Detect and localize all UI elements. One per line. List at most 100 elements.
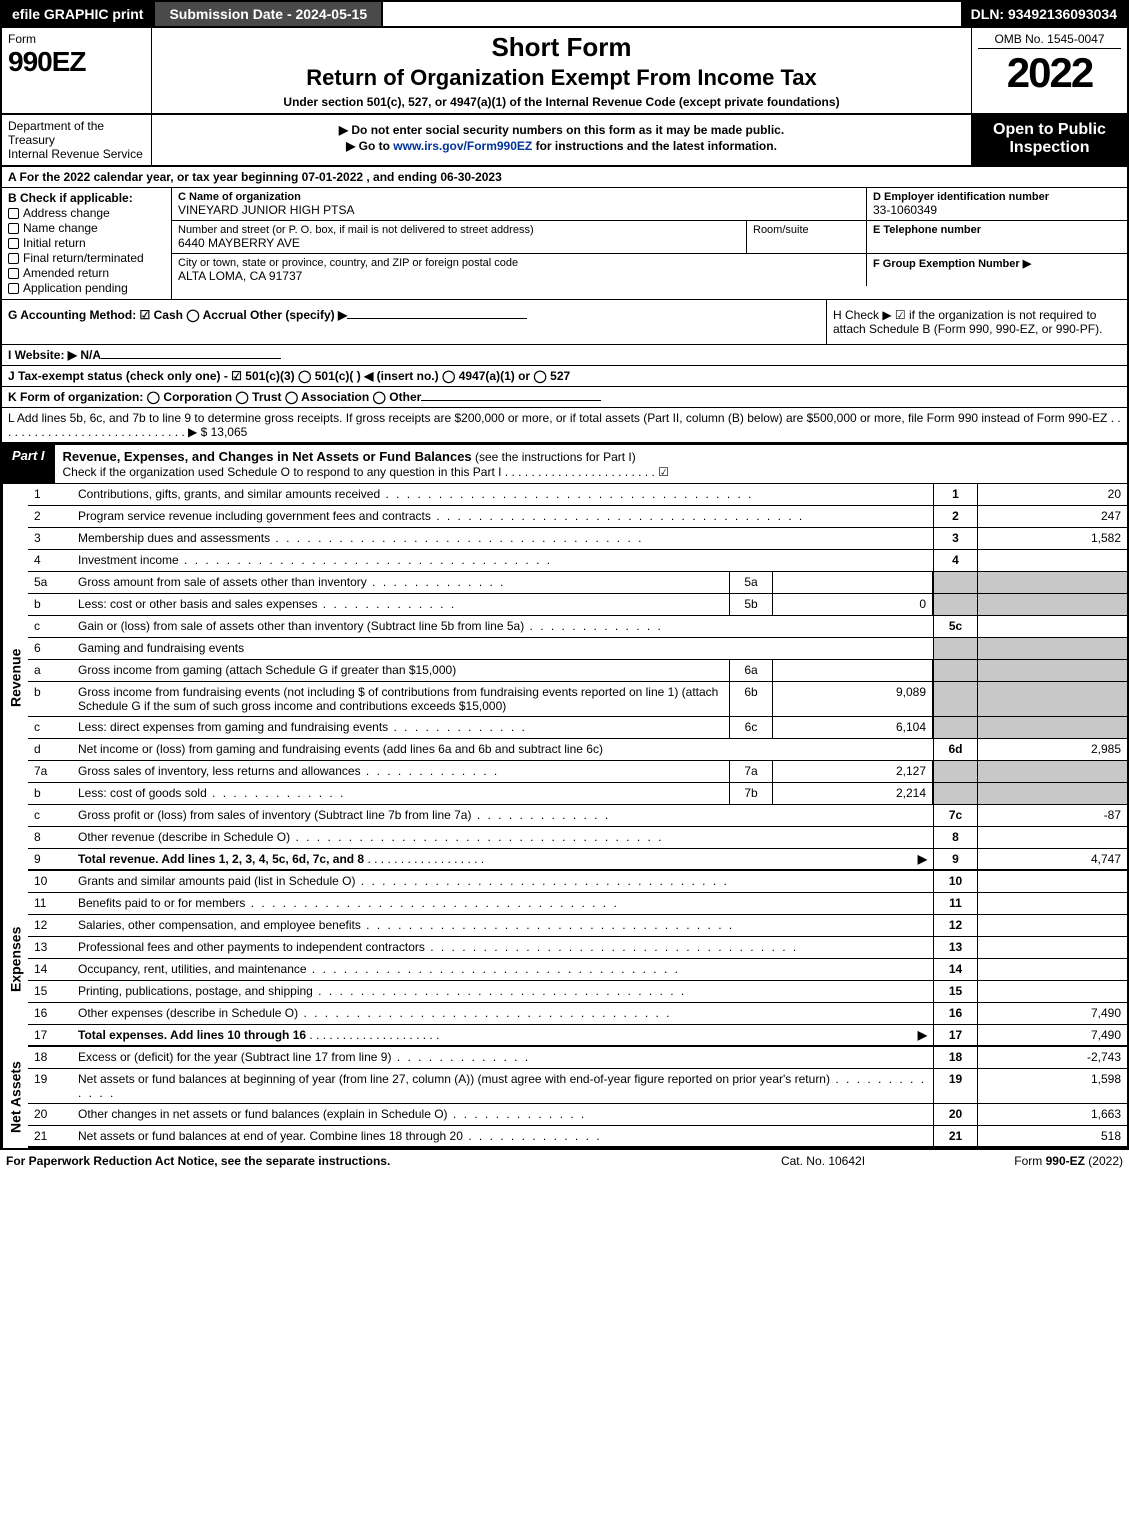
line-7a: 7a Gross sales of inventory, less return… — [28, 761, 1127, 783]
line-21: 21 Net assets or fund balances at end of… — [28, 1126, 1127, 1148]
cell-street: Number and street (or P. O. box, if mail… — [172, 221, 747, 253]
form-container: efile GRAPHIC print Submission Date - 20… — [0, 0, 1129, 1150]
cell-h: H Check ▶ ☑ if the organization is not r… — [827, 300, 1127, 344]
line-17: 17 Total expenses. Add lines 10 through … — [28, 1025, 1127, 1047]
line-1: 1 Contributions, gifts, grants, and simi… — [28, 484, 1127, 506]
street: 6440 MAYBERRY AVE — [178, 236, 740, 250]
line-7b: b Less: cost of goods sold 7b 2,214 — [28, 783, 1127, 805]
line-6d: d Net income or (loss) from gaming and f… — [28, 739, 1127, 761]
line-20: 20 Other changes in net assets or fund b… — [28, 1104, 1127, 1126]
row-j: J Tax-exempt status (check only one) - ☑… — [2, 366, 1127, 387]
revenue-lines: 1 Contributions, gifts, grants, and simi… — [28, 484, 1127, 871]
cell-city: City or town, state or province, country… — [172, 254, 867, 286]
footer-left: For Paperwork Reduction Act Notice, see … — [6, 1154, 723, 1168]
dln-label: DLN: 93492136093034 — [961, 2, 1127, 26]
dept-label: Department of the Treasury — [8, 119, 145, 147]
line-19: 19 Net assets or fund balances at beginn… — [28, 1069, 1127, 1104]
open-public-box: Open to Public Inspection — [972, 115, 1127, 165]
col-cde: C Name of organization VINEYARD JUNIOR H… — [172, 188, 1127, 299]
title-box: Short Form Return of Organization Exempt… — [152, 28, 972, 113]
cell-g: G Accounting Method: ☑ Cash ◯ Accrual Ot… — [2, 300, 827, 344]
line-3: 3 Membership dues and assessments 3 1,58… — [28, 528, 1127, 550]
chk-initial[interactable]: Initial return — [8, 236, 165, 250]
line-13: 13 Professional fees and other payments … — [28, 937, 1127, 959]
form-990ez: 990EZ — [8, 46, 145, 78]
line-6: 6 Gaming and fundraising events — [28, 638, 1127, 660]
form-label: Form — [8, 32, 145, 46]
revenue-side-label: Revenue — [2, 484, 28, 871]
tax-year: 2022 — [978, 49, 1121, 97]
chk-final[interactable]: Final return/terminated — [8, 251, 165, 265]
footer-mid: Cat. No. 10642I — [723, 1154, 923, 1168]
line-5a: 5a Gross amount from sale of assets othe… — [28, 572, 1127, 594]
org-name: VINEYARD JUNIOR HIGH PTSA — [178, 203, 860, 217]
line-6c: c Less: direct expenses from gaming and … — [28, 717, 1127, 739]
efile-label: efile GRAPHIC print — [2, 2, 153, 26]
row-l: L Add lines 5b, 6c, and 7b to line 9 to … — [2, 408, 1127, 444]
irs-label: Internal Revenue Service — [8, 147, 145, 161]
line-15: 15 Printing, publications, postage, and … — [28, 981, 1127, 1003]
line-5b: b Less: cost or other basis and sales ex… — [28, 594, 1127, 616]
chk-pending[interactable]: Application pending — [8, 281, 165, 295]
street-label: Number and street (or P. O. box, if mail… — [178, 224, 740, 236]
return-title: Return of Organization Exempt From Incom… — [160, 65, 963, 91]
warn-ssn: ▶ Do not enter social security numbers o… — [158, 123, 965, 137]
row-gh: G Accounting Method: ☑ Cash ◯ Accrual Ot… — [2, 300, 1127, 345]
line-10: 10 Grants and similar amounts paid (list… — [28, 871, 1127, 893]
expenses-section: Expenses 10 Grants and similar amounts p… — [2, 871, 1127, 1047]
line-5c: c Gain or (loss) from sale of assets oth… — [28, 616, 1127, 638]
line-11: 11 Benefits paid to or for members 11 — [28, 893, 1127, 915]
expenses-lines: 10 Grants and similar amounts paid (list… — [28, 871, 1127, 1047]
cell-room: Room/suite — [747, 221, 867, 253]
part1-header: Part I Revenue, Expenses, and Changes in… — [2, 444, 1127, 484]
cell-d: D Employer identification number 33-1060… — [867, 188, 1127, 220]
under-section: Under section 501(c), 527, or 4947(a)(1)… — [160, 95, 963, 109]
instructions-box: ▶ Do not enter social security numbers o… — [152, 115, 972, 165]
line-a: A For the 2022 calendar year, or tax yea… — [2, 167, 1127, 188]
row-c-name: C Name of organization VINEYARD JUNIOR H… — [172, 188, 1127, 221]
k-text: K Form of organization: ◯ Corporation ◯ … — [8, 390, 421, 404]
line-18: 18 Excess or (deficit) for the year (Sub… — [28, 1047, 1127, 1069]
line-2: 2 Program service revenue including gove… — [28, 506, 1127, 528]
omb-number: OMB No. 1545-0047 — [978, 32, 1121, 49]
netassets-side-label: Net Assets — [2, 1047, 28, 1148]
line-6b: b Gross income from fundraising events (… — [28, 682, 1127, 717]
line-16: 16 Other expenses (describe in Schedule … — [28, 1003, 1127, 1025]
submission-date: Submission Date - 2024-05-15 — [153, 2, 383, 26]
chk-address[interactable]: Address change — [8, 206, 165, 220]
cell-c-name: C Name of organization VINEYARD JUNIOR H… — [172, 188, 867, 220]
room-label: Room/suite — [753, 224, 860, 236]
form-number-box: Form 990EZ — [2, 28, 152, 113]
grid-bcdef: B Check if applicable: Address change Na… — [2, 188, 1127, 300]
line-8: 8 Other revenue (describe in Schedule O)… — [28, 827, 1127, 849]
e-label: E Telephone number — [873, 224, 1121, 236]
netassets-lines: 18 Excess or (deficit) for the year (Sub… — [28, 1047, 1127, 1148]
revenue-section: Revenue 1 Contributions, gifts, grants, … — [2, 484, 1127, 871]
i-text: I Website: ▶ N/A — [8, 348, 101, 362]
topbar: efile GRAPHIC print Submission Date - 20… — [2, 2, 1127, 28]
col-b: B Check if applicable: Address change Na… — [2, 188, 172, 299]
line-14: 14 Occupancy, rent, utilities, and maint… — [28, 959, 1127, 981]
city: ALTA LOMA, CA 91737 — [178, 269, 860, 283]
footer-right: Form 990-EZ (2022) — [923, 1154, 1123, 1168]
row-i: I Website: ▶ N/A — [2, 345, 1127, 366]
line-6a: a Gross income from gaming (attach Sched… — [28, 660, 1127, 682]
b-label: B Check if applicable: — [8, 191, 165, 205]
omb-year-box: OMB No. 1545-0047 2022 — [972, 28, 1127, 113]
part1-label: Part I — [2, 444, 55, 483]
cell-e: E Telephone number — [867, 221, 1127, 253]
line-9: 9 Total revenue. Add lines 1, 2, 3, 4, 5… — [28, 849, 1127, 871]
chk-name[interactable]: Name change — [8, 221, 165, 235]
g-text: G Accounting Method: ☑ Cash ◯ Accrual Ot… — [8, 308, 347, 322]
chk-amended[interactable]: Amended return — [8, 266, 165, 280]
line-7c: c Gross profit or (loss) from sales of i… — [28, 805, 1127, 827]
d-label: D Employer identification number — [873, 191, 1121, 203]
cell-f: F Group Exemption Number ▶ — [867, 254, 1127, 286]
header-row-1: Form 990EZ Short Form Return of Organiza… — [2, 28, 1127, 115]
footer: For Paperwork Reduction Act Notice, see … — [0, 1150, 1129, 1172]
line-12: 12 Salaries, other compensation, and emp… — [28, 915, 1127, 937]
ein: 33-1060349 — [873, 203, 1121, 217]
warn-goto: ▶ Go to www.irs.gov/Form990EZ for instru… — [158, 139, 965, 153]
irs-link[interactable]: www.irs.gov/Form990EZ — [393, 139, 532, 153]
row-city: City or town, state or province, country… — [172, 254, 1127, 286]
